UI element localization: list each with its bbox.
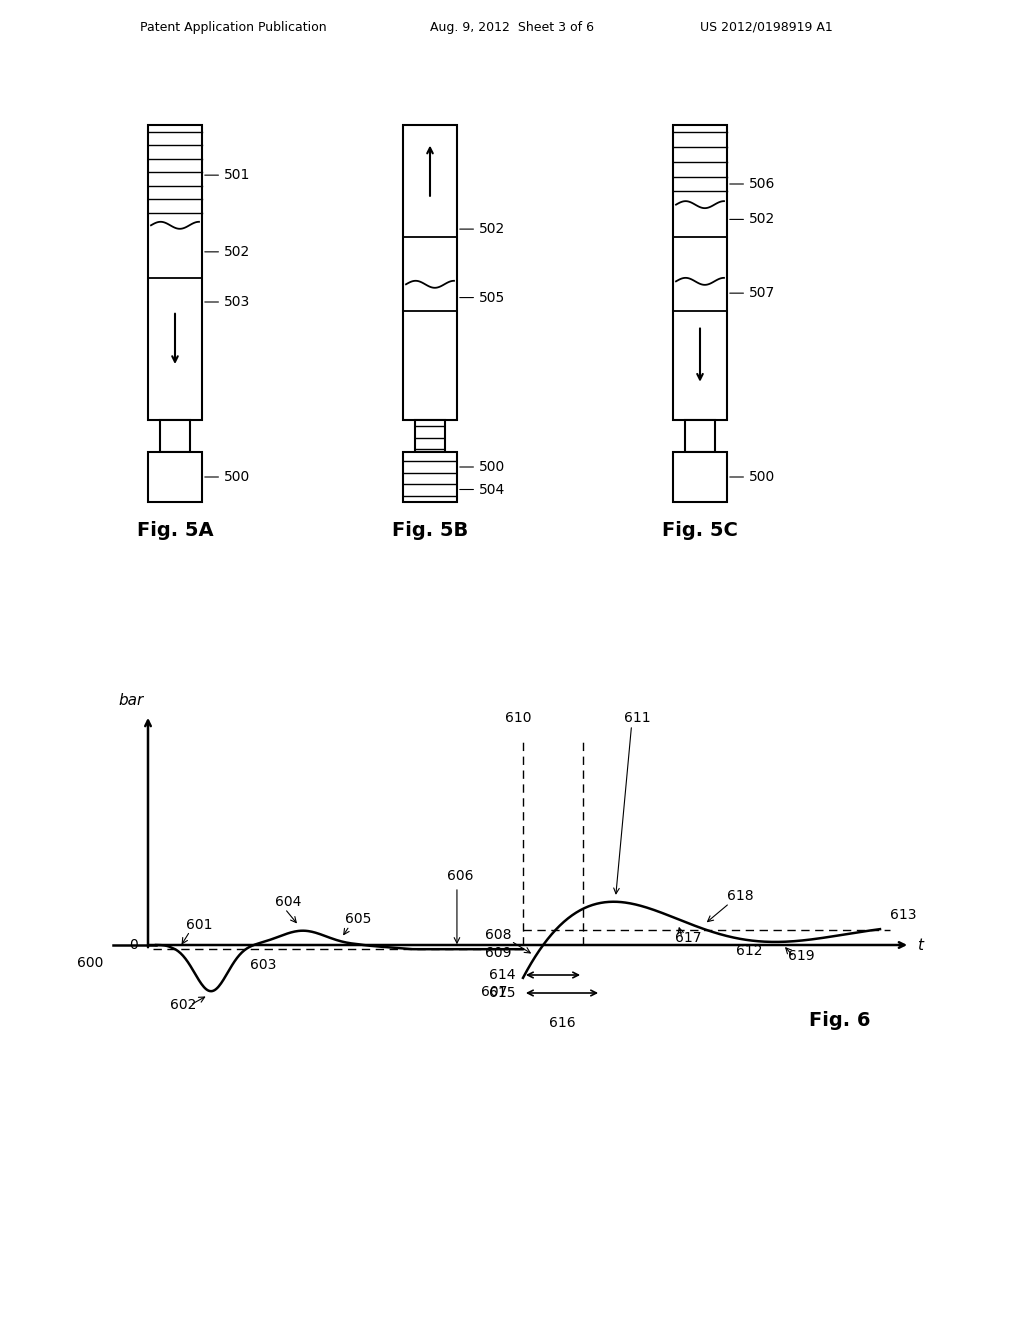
Text: 600: 600	[77, 956, 103, 970]
Polygon shape	[403, 451, 457, 502]
Text: 507: 507	[730, 286, 775, 300]
Text: 500: 500	[730, 470, 775, 484]
Text: Fig. 5A: Fig. 5A	[136, 520, 213, 540]
Text: 504: 504	[460, 483, 505, 496]
Text: 611: 611	[624, 711, 650, 725]
Polygon shape	[148, 451, 202, 502]
Text: 612: 612	[736, 944, 763, 958]
Text: 617: 617	[675, 931, 701, 945]
Text: Fig. 6: Fig. 6	[809, 1011, 870, 1030]
Text: 609: 609	[485, 946, 512, 960]
Text: 614: 614	[488, 968, 515, 982]
Text: 613: 613	[890, 908, 916, 923]
Text: 619: 619	[788, 949, 815, 962]
Text: Patent Application Publication: Patent Application Publication	[140, 21, 327, 33]
Text: 615: 615	[488, 986, 515, 1001]
Text: 0: 0	[129, 939, 138, 952]
Text: 502: 502	[460, 222, 505, 236]
Text: 607: 607	[481, 985, 507, 999]
Text: 602: 602	[170, 998, 197, 1012]
Text: 603: 603	[250, 957, 276, 972]
Text: 605: 605	[344, 912, 371, 925]
Polygon shape	[148, 125, 202, 420]
Polygon shape	[160, 420, 190, 451]
Text: Fig. 5C: Fig. 5C	[663, 520, 738, 540]
Text: 503: 503	[205, 294, 250, 309]
Text: 502: 502	[730, 213, 775, 227]
Text: 501: 501	[205, 168, 251, 182]
Polygon shape	[673, 125, 727, 420]
Text: 601: 601	[186, 919, 213, 932]
Text: 608: 608	[485, 928, 512, 942]
Text: Aug. 9, 2012  Sheet 3 of 6: Aug. 9, 2012 Sheet 3 of 6	[430, 21, 594, 33]
Text: 616: 616	[549, 1016, 575, 1030]
Text: 506: 506	[730, 177, 775, 191]
Polygon shape	[685, 420, 715, 451]
Text: 500: 500	[205, 470, 250, 484]
Text: 505: 505	[460, 290, 505, 305]
Text: Fig. 5B: Fig. 5B	[392, 520, 468, 540]
Text: bar: bar	[119, 693, 144, 708]
Text: 500: 500	[460, 459, 505, 474]
Polygon shape	[415, 420, 445, 451]
Text: t: t	[918, 937, 923, 953]
Text: 604: 604	[274, 895, 301, 908]
Text: US 2012/0198919 A1: US 2012/0198919 A1	[700, 21, 833, 33]
Text: 502: 502	[205, 244, 250, 259]
Polygon shape	[403, 125, 457, 420]
Polygon shape	[673, 451, 727, 502]
Text: 606: 606	[446, 869, 473, 883]
Text: 610: 610	[505, 711, 531, 725]
Text: 618: 618	[726, 890, 753, 903]
